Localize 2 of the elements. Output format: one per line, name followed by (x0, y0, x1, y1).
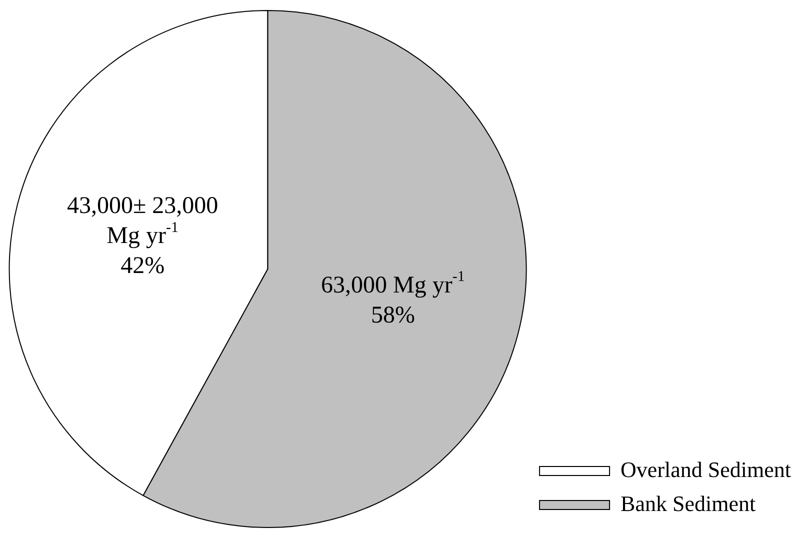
legend-label: Overland Sediment (620, 456, 792, 482)
legend-label: Bank Sediment (620, 490, 756, 516)
